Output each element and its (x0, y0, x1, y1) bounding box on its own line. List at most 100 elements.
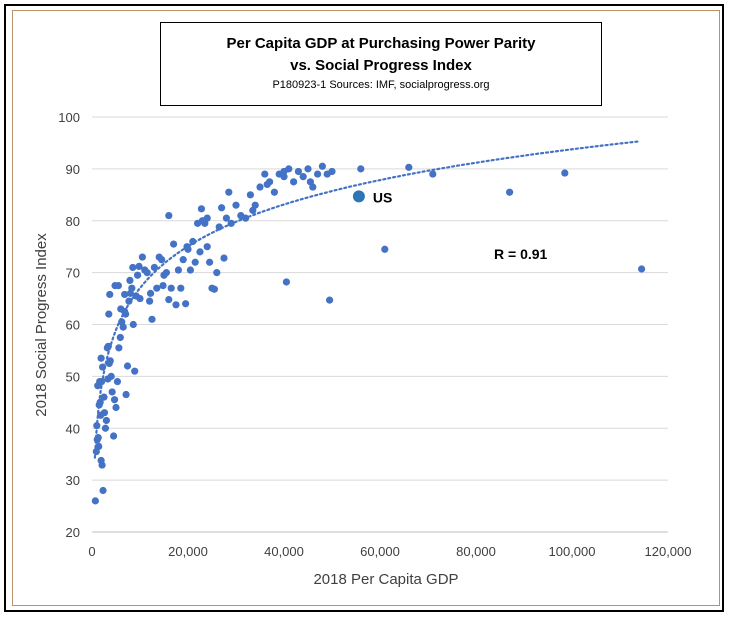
y-tick-labels: 20 30 40 50 60 70 80 90 100 (58, 110, 80, 540)
data-point (129, 263, 137, 272)
outer-frame (4, 4, 724, 612)
us-label: US (373, 189, 392, 205)
data-point (122, 310, 130, 318)
y-tick-label: 20 (66, 525, 80, 540)
data-point (148, 315, 156, 323)
data-point (129, 320, 137, 329)
data-point (179, 256, 187, 264)
data-point (177, 284, 185, 292)
data-point (102, 416, 110, 425)
data-point (165, 211, 173, 220)
x-tick-label: 100,000 (549, 544, 596, 559)
data-point (113, 377, 122, 386)
y-tick-label: 80 (66, 214, 80, 229)
data-point (203, 243, 211, 251)
data-point (261, 170, 269, 178)
data-point (220, 254, 228, 262)
y-tick-label: 60 (66, 318, 80, 333)
data-point (104, 375, 112, 383)
data-point (189, 237, 197, 246)
data-point (125, 297, 133, 305)
data-point (98, 363, 107, 371)
data-point (126, 276, 134, 285)
data-point (110, 432, 118, 440)
us-data-point (352, 190, 365, 203)
data-point (119, 323, 127, 331)
data-point (123, 362, 132, 370)
data-point (299, 173, 307, 181)
data-point (282, 278, 290, 286)
data-point (182, 300, 190, 308)
data-point (280, 167, 288, 176)
highlight-group: US (352, 189, 392, 205)
r-value-annotation: R = 0.91 (494, 246, 548, 262)
data-point (131, 367, 139, 375)
data-point (506, 188, 514, 196)
data-point (138, 253, 146, 261)
data-point (143, 269, 151, 277)
data-point (218, 204, 226, 212)
data-point (314, 170, 322, 178)
data-point (101, 424, 110, 432)
data-point (91, 497, 99, 505)
data-points (91, 162, 646, 505)
data-point (172, 301, 180, 309)
data-point (197, 205, 206, 213)
data-point (134, 271, 142, 279)
data-point (153, 284, 161, 292)
data-point (99, 486, 107, 495)
data-point (170, 240, 178, 248)
data-point (97, 354, 105, 362)
data-point (196, 248, 204, 256)
data-point (232, 201, 240, 209)
data-point (106, 290, 114, 299)
x-tick-label: 120,000 (645, 544, 692, 559)
x-tick-label: 0 (88, 544, 95, 559)
y-axis-label: 2018 Social Progress Index (33, 233, 50, 417)
data-point (203, 214, 211, 222)
data-point (227, 219, 235, 227)
data-point (106, 357, 114, 365)
data-point (222, 214, 230, 222)
x-tick-label: 80,000 (456, 544, 496, 559)
y-tick-label: 30 (66, 473, 80, 488)
data-point (270, 188, 278, 196)
chart-title-line-2: vs. Social Progress Index (290, 57, 472, 74)
data-point (256, 183, 264, 191)
trendline-group (93, 140, 642, 459)
data-point (242, 214, 250, 222)
data-point (304, 165, 312, 173)
data-point (165, 296, 173, 304)
trendline (93, 140, 642, 459)
chart-subtitle: P180923-1 Sources: IMF, socialprogress.o… (272, 79, 490, 91)
data-point (186, 266, 194, 274)
data-point (100, 393, 108, 401)
data-point (225, 188, 233, 196)
data-point (280, 173, 288, 181)
data-point (158, 256, 166, 264)
data-point (206, 258, 214, 266)
y-tick-label: 50 (66, 369, 80, 384)
data-point (638, 265, 646, 273)
y-tick-label: 70 (66, 266, 80, 281)
data-point (105, 310, 113, 318)
data-point (98, 377, 106, 386)
data-point (121, 290, 129, 299)
data-point (110, 396, 119, 404)
chart-title-line-1: Per Capita GDP at Purchasing Power Parit… (226, 35, 536, 52)
data-point (96, 398, 104, 406)
data-point (213, 269, 221, 277)
data-point (429, 170, 437, 178)
data-point (381, 245, 389, 253)
x-axis-label: 2018 Per Capita GDP (313, 571, 458, 588)
data-point (215, 223, 223, 231)
x-tick-label: 60,000 (360, 544, 400, 559)
data-point (326, 296, 334, 304)
y-tick-label: 90 (66, 162, 80, 177)
chart-title-box: Per Capita GDP at Purchasing Power Parit… (160, 22, 602, 106)
data-point (561, 169, 569, 177)
data-point (405, 163, 413, 171)
data-point (159, 281, 167, 290)
data-point (210, 285, 218, 293)
